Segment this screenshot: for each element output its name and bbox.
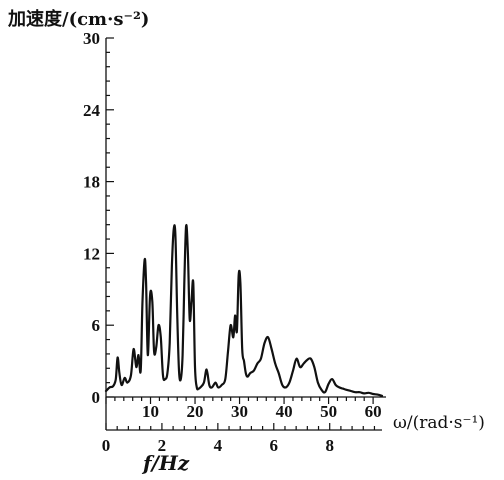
y-tick-label: 30 — [83, 29, 100, 48]
omega-tick-label: 10 — [142, 402, 159, 421]
omega-tick-label: 20 — [187, 402, 204, 421]
x-axis-label-f: f/Hz — [141, 451, 190, 475]
omega-tick-label: 40 — [276, 402, 293, 421]
f-tick-label: 8 — [325, 436, 334, 455]
spectrum-series-line — [104, 223, 384, 397]
f-tick-label: 0 — [102, 436, 111, 455]
y-tick-label: 24 — [83, 101, 101, 120]
y-tick-label: 6 — [92, 316, 101, 335]
x-axis-label-omega: ω/(rad·s⁻¹) — [393, 413, 485, 433]
f-tick-label: 2 — [158, 436, 167, 455]
omega-tick-label: 60 — [365, 402, 382, 421]
y-tick-label: 18 — [83, 173, 100, 192]
y-axis-label: 加速度/(cm·s⁻²) — [7, 8, 149, 30]
omega-tick-label: 30 — [231, 402, 248, 421]
y-tick-label: 12 — [83, 244, 100, 263]
f-tick-label: 4 — [214, 436, 223, 455]
omega-tick-label: 50 — [320, 402, 337, 421]
f-tick-label: 6 — [270, 436, 279, 455]
y-tick-label: 0 — [92, 388, 101, 407]
